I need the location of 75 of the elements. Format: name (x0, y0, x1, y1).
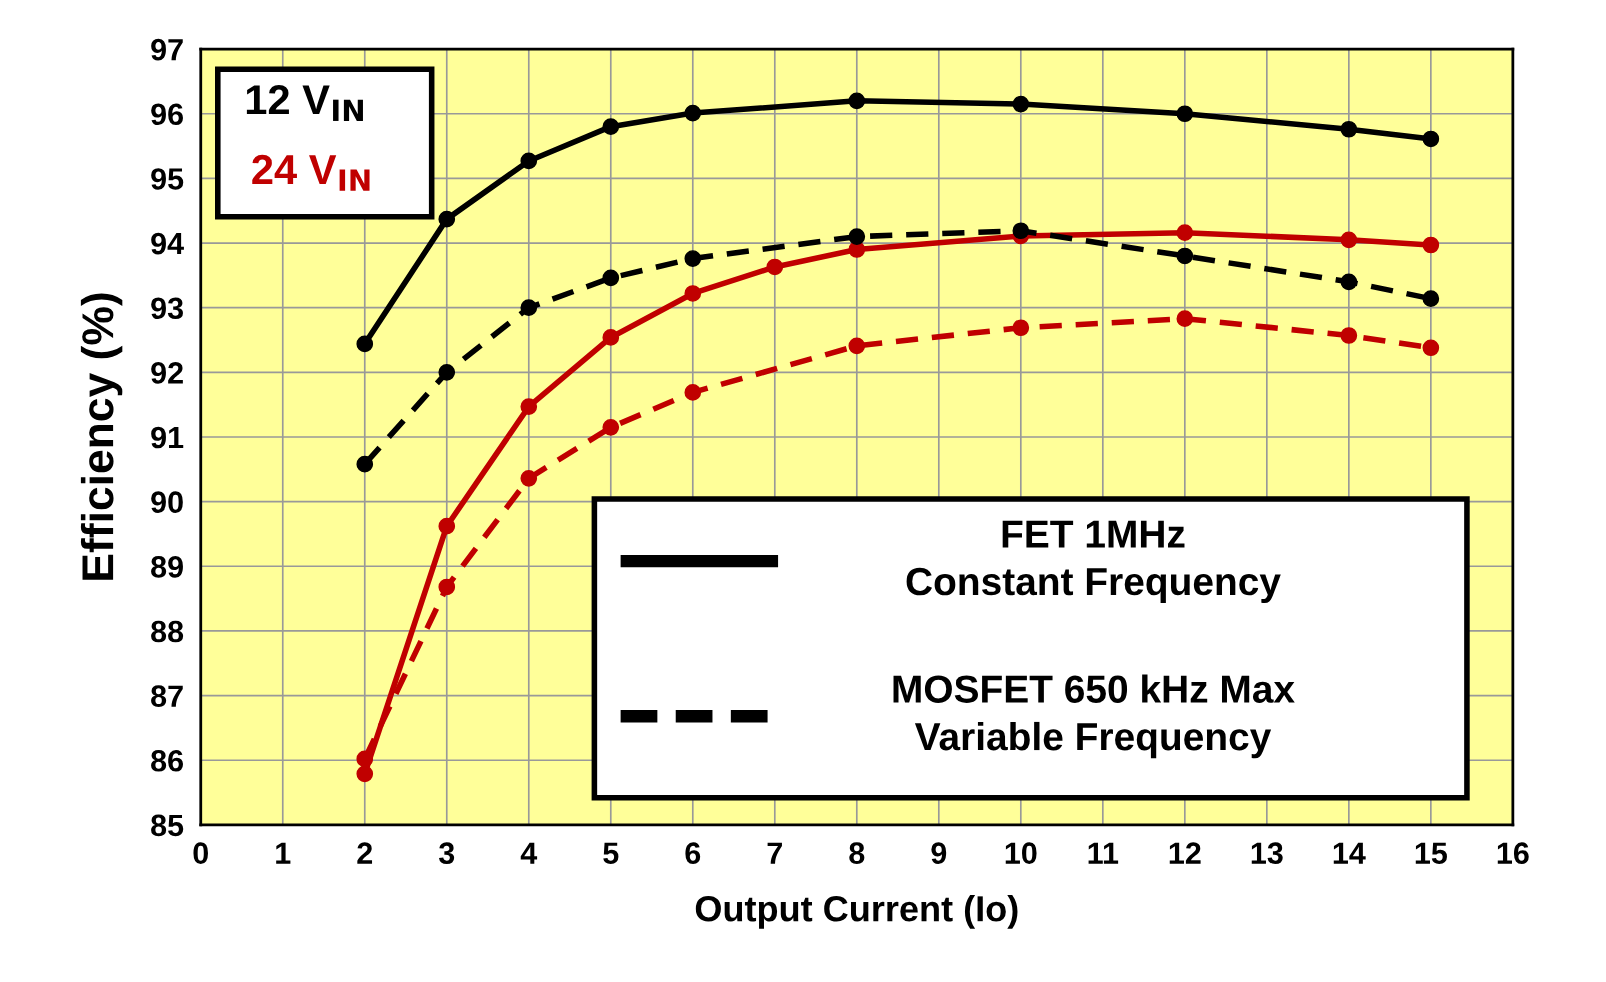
x-tick-label: 14 (1333, 842, 1366, 864)
x-tick-label: 11 (1088, 842, 1119, 864)
point (848, 228, 866, 245)
point (848, 92, 866, 110)
annotation: 24 V$_{IN}$ (252, 154, 370, 191)
x-tick-label: 1 (276, 842, 291, 864)
point (1012, 319, 1030, 337)
point (520, 152, 538, 170)
point (602, 329, 620, 346)
y-tick-label: 87 (151, 685, 183, 707)
point (684, 104, 702, 122)
point (356, 335, 374, 353)
point (602, 269, 620, 287)
point (438, 517, 456, 535)
point (766, 258, 784, 276)
point (1422, 236, 1440, 254)
x-tick-label: 10 (1005, 842, 1037, 864)
point (684, 250, 702, 267)
x-tick-label: 0 (193, 842, 208, 864)
point (356, 750, 374, 768)
y-tick-label: 96 (151, 103, 183, 126)
y-tick-label: 86 (151, 749, 183, 772)
x-tick-label: 13 (1251, 842, 1283, 865)
point (356, 455, 374, 473)
point (684, 285, 702, 302)
point (1340, 231, 1358, 249)
y-axis-title: Efficiency (%) (80, 293, 123, 580)
point (1340, 120, 1358, 138)
point (602, 418, 620, 436)
point (438, 210, 456, 228)
point (520, 299, 538, 317)
x-tick-label: 6 (685, 842, 701, 864)
x-tick-label: 3 (438, 842, 455, 865)
point (520, 398, 538, 415)
annotation: MOSFET 650 kHz Max Variable Frequency (893, 674, 1295, 759)
y-tick-label: 95 (151, 168, 184, 190)
point (1176, 105, 1194, 123)
point (1422, 339, 1440, 357)
point (1340, 327, 1358, 344)
point (602, 118, 620, 136)
point (1176, 310, 1194, 328)
y-tick-label: 90 (151, 491, 183, 514)
point (1012, 95, 1030, 113)
x-tick-label: 7 (767, 842, 782, 864)
point (356, 765, 374, 783)
x-tick-label: 16 (1497, 842, 1529, 864)
x-tick-label: 12 (1169, 842, 1201, 864)
point (1340, 273, 1358, 291)
point (438, 364, 456, 381)
y-tick-label: 97 (151, 38, 183, 61)
point (1176, 224, 1194, 242)
point (848, 337, 866, 355)
y-tick-label: 85 (151, 814, 184, 837)
y-tick-label: 93 (151, 297, 183, 320)
y-tick-label: 89 (151, 556, 183, 578)
point (1176, 247, 1194, 265)
x-tick-label: 2 (357, 842, 373, 864)
point (438, 578, 456, 596)
y-tick-label: 94 (151, 232, 184, 255)
point (1422, 290, 1440, 307)
y-tick-label: 91 (151, 426, 184, 449)
point (1012, 222, 1030, 240)
x-tick-label: 8 (849, 842, 865, 864)
x-axis-title: Output Current (Io) (695, 895, 1018, 929)
annotation: 12 V$_{IN}$ (246, 85, 363, 121)
x-tick-label: 9 (931, 842, 947, 864)
point (1422, 130, 1440, 148)
y-tick-label: 92 (151, 362, 183, 384)
annotation: FET 1MHz Constant Frequency (906, 520, 1281, 603)
y-tick-label: 88 (151, 620, 184, 643)
point (684, 384, 702, 401)
x-tick-label: 15 (1415, 842, 1447, 864)
x-tick-label: 5 (603, 842, 619, 864)
x-tick-label: 4 (520, 842, 538, 864)
point (520, 470, 538, 487)
